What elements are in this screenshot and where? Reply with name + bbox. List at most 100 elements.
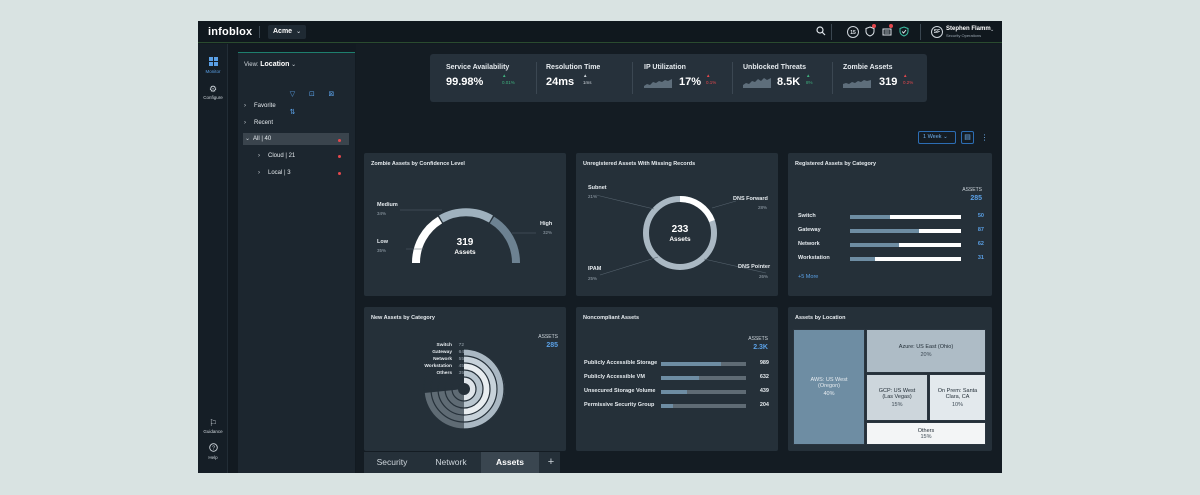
bar-value: 632	[759, 374, 769, 380]
bar-row[interactable]: Permissive Security Group 204	[584, 402, 770, 410]
bar-row[interactable]: Workstation 31	[798, 255, 984, 263]
report-button[interactable]: ▤	[961, 131, 974, 144]
treemap-cell-gcp[interactable]: GCP: US West (Las Vegas) 15%	[866, 374, 928, 421]
signpost-icon: ⚐	[208, 418, 218, 428]
legend-value: 35	[458, 371, 464, 376]
cell-label: Azure: US East (Ohio)	[898, 344, 954, 350]
bar-value: 204	[759, 402, 769, 408]
segment-pct: 35%	[377, 248, 387, 253]
filter-icon[interactable]: ▽	[289, 91, 296, 98]
segment-label: DNS Pointer	[738, 264, 771, 270]
user-name[interactable]: Stephen Flamm	[946, 26, 991, 32]
nav-help[interactable]: ? Help	[198, 443, 228, 460]
segment-label: IPAM	[588, 266, 602, 272]
kpi-ip-utilization[interactable]: IP Utilization 17% ▲ 0.1%	[632, 62, 732, 94]
kpi-zombie-assets[interactable]: Zombie Assets 319 ▲ 0.2%	[832, 62, 922, 94]
card-title: Zombie Assets by Confidence Level	[371, 161, 465, 167]
bar-track	[661, 404, 746, 408]
bar-row[interactable]: Network 62	[798, 241, 984, 249]
bar-track	[850, 229, 961, 233]
legend-item: Gateway 64	[394, 350, 464, 357]
divider	[831, 24, 832, 40]
leader-line	[599, 256, 659, 276]
infoblox-logo[interactable]: infoblox	[208, 26, 253, 38]
treemap-cell-on-prem[interactable]: On Prem: Santa Clara, CA 10%	[929, 374, 986, 421]
assets-total: 285	[546, 342, 558, 349]
org-selector[interactable]: Acme ⌄	[268, 25, 307, 39]
donut-segment-dns-forward	[679, 195, 715, 223]
chevron-down-icon[interactable]: ⌄	[990, 27, 995, 33]
period-select[interactable]: 1 Week ⌄	[918, 131, 956, 144]
search-icon[interactable]	[815, 26, 827, 38]
bar-row[interactable]: Publicly Accessible VM 632	[584, 374, 770, 382]
assets-total: 285	[970, 195, 982, 202]
bar-track	[661, 376, 746, 380]
arrow-up-icon: ▲	[903, 73, 908, 78]
radial-remainder	[424, 389, 464, 430]
tree-item-recent[interactable]: › Recent	[244, 117, 273, 129]
focus-icon[interactable]: ⊡	[309, 91, 315, 98]
bar-row[interactable]: Gateway 87	[798, 227, 984, 235]
bar-row[interactable]: Unsecured Storage Volume 439	[584, 388, 770, 396]
kpi-value: 319	[879, 76, 898, 88]
assets-total: 2.3K	[753, 344, 768, 351]
protection-icon[interactable]	[898, 26, 910, 38]
treemap-cell-others[interactable]: Others 15%	[866, 422, 986, 445]
bar-track	[850, 243, 961, 247]
kpi-unblocked-threats[interactable]: Unblocked Threats 8.5K ▲ 8%	[732, 62, 832, 94]
gauge-segment-high	[489, 216, 521, 264]
sort-icon[interactable]: ⇅	[289, 109, 296, 116]
bar-label: Gateway	[798, 227, 821, 233]
card-title: Assets by Location	[795, 315, 846, 321]
bar-row[interactable]: Publicly Accessible Storage 989	[584, 360, 770, 368]
segment-pct: 21%	[588, 194, 598, 199]
bar-value: 31	[977, 255, 984, 261]
segment-label: High	[540, 221, 553, 227]
more-link[interactable]: +5 More	[798, 274, 819, 280]
tab-assets[interactable]: Assets	[481, 452, 539, 473]
user-role: Security Operations	[946, 33, 982, 38]
bar-fill	[661, 376, 700, 380]
tree-item-favorite[interactable]: › Favorite	[244, 100, 276, 112]
tab-network[interactable]: Network	[435, 457, 467, 467]
nav-guidance[interactable]: ⚐ Guidance	[198, 418, 228, 434]
legend-label: Network	[433, 357, 452, 362]
collapse-icon[interactable]: ⊠	[328, 91, 335, 98]
legend-item: Others 35	[394, 371, 464, 378]
add-tab-icon[interactable]: +	[547, 456, 555, 468]
assets-alert-icon[interactable]	[881, 26, 893, 38]
kpi-title: Unblocked Threats	[743, 64, 807, 71]
tree-item-cloud[interactable]: › Cloud | 21	[258, 150, 295, 162]
tab-security[interactable]: Security	[376, 457, 408, 467]
nav-monitor[interactable]: Monitor	[198, 57, 228, 74]
bar-track	[850, 215, 961, 219]
chevron-right-icon: ›	[258, 153, 260, 159]
view-selector[interactable]: View: Location ⌄	[244, 61, 296, 68]
tree-item-label: Cloud | 21	[268, 153, 296, 159]
divider	[920, 24, 921, 40]
donut-center-value: 233	[671, 224, 689, 235]
badge-15-icon[interactable]: 15	[847, 26, 859, 38]
chevron-down-icon: ⌄	[291, 62, 297, 68]
unblocked-threats-sparkline	[743, 78, 771, 88]
kpi-delta: 1ms	[583, 80, 592, 85]
kpi-resolution-time[interactable]: Resolution Time 24ms ▲ 1ms	[536, 62, 632, 94]
document-icon: ▤	[964, 134, 971, 141]
nav-guidance-label: Guidance	[203, 429, 223, 434]
shield-alert-icon[interactable]	[864, 26, 876, 38]
tree-item-all[interactable]: ⌄ All | 40	[243, 133, 349, 145]
more-options-button[interactable]: ⋮	[978, 131, 991, 144]
bar-label: Publicly Accessible VM	[584, 374, 645, 380]
assets-header: ASSETS	[538, 334, 558, 340]
treemap-cell-azure[interactable]: Azure: US East (Ohio) 20%	[866, 329, 986, 373]
chevron-down-icon: ⌄	[943, 134, 948, 140]
kpi-service-availability[interactable]: Service Availability 99.98% ▲ 0.01%	[446, 62, 536, 94]
treemap-cell-aws[interactable]: AWS: US West (Oregon) 40%	[793, 329, 865, 445]
nav-configure[interactable]: ⚙ Configure	[198, 84, 228, 100]
chevron-down-icon: ⌄	[296, 29, 302, 35]
tree-item-local[interactable]: › Local | 3	[258, 167, 291, 179]
new-assets-card: New Assets by Category ASSETS 285 Switch…	[364, 307, 566, 451]
cell-pct: 15%	[920, 433, 932, 440]
avatar[interactable]: SF	[931, 26, 943, 38]
bar-row[interactable]: Switch 50	[798, 213, 984, 221]
